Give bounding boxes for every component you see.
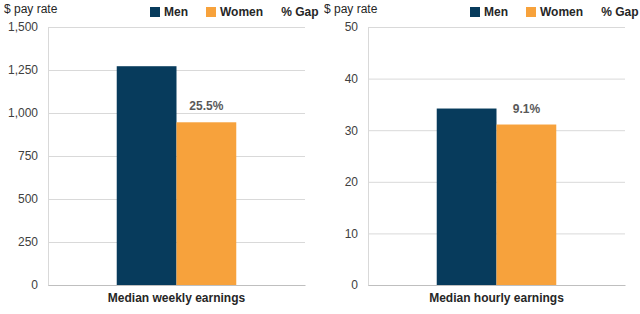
legend-label: Women — [220, 5, 263, 19]
y-axis-line — [368, 28, 369, 286]
x-axis: Median weekly earnings — [49, 285, 306, 305]
y-tick-label: 1,500 — [8, 20, 38, 34]
y-tick-label: 500 — [18, 192, 38, 206]
legend: Men Women % Gap — [150, 5, 318, 19]
y-tick-label: 750 — [18, 149, 38, 163]
y-axis-title: $ pay rate — [4, 2, 58, 16]
bar — [117, 66, 177, 285]
chart-canvas: 02505007501,0001,2501,500Median weekly e… — [0, 0, 640, 314]
gap-label: 25.5% — [189, 99, 223, 113]
x-tick: Median weekly earnings — [108, 285, 246, 305]
y-tick: 1,500 — [8, 20, 305, 34]
y-tick-label: 0 — [351, 278, 358, 292]
legend-swatch — [526, 7, 536, 17]
y-tick-label: 40 — [345, 72, 359, 86]
grid-line — [48, 285, 305, 286]
y-tick-label: 20 — [345, 175, 359, 189]
y-tick-label: 1,000 — [8, 106, 38, 120]
x-axis-line — [369, 285, 626, 286]
legend-swatch — [150, 7, 160, 17]
x-axis: Median hourly earnings — [369, 285, 626, 305]
legend-swatch — [206, 7, 216, 17]
bar — [497, 125, 557, 285]
y-tick-label: 1,250 — [8, 63, 38, 77]
y-tick-label: 30 — [345, 124, 359, 138]
y-tick-label: 10 — [345, 227, 359, 241]
x-axis-line — [49, 285, 306, 286]
legend-label: Men — [484, 5, 508, 19]
y-tick: 40 — [345, 72, 625, 86]
bars — [117, 66, 237, 285]
bar — [177, 122, 237, 285]
bar — [437, 109, 497, 285]
y-axis: 0 10 20 30 40 50 — [345, 20, 625, 292]
legend-label: Men — [164, 5, 188, 19]
y-tick: 50 — [345, 20, 625, 34]
y-tick-label: 0 — [31, 278, 38, 292]
grid-line — [368, 27, 625, 28]
legend-item: % Gap — [601, 5, 638, 19]
y-tick-label: 50 — [345, 20, 359, 34]
legend-label: % Gap — [601, 5, 638, 19]
grid-line — [368, 285, 625, 286]
chart-panel: 0 250 500 750 1,000 1,250 1,500 Median weekly e… — [4, 2, 318, 305]
legend-label: Women — [540, 5, 583, 19]
legend-item: Men — [470, 5, 508, 19]
y-tick-label: 250 — [18, 235, 38, 249]
legend-label: % Gap — [281, 5, 318, 19]
legend: Men Women % Gap — [470, 5, 638, 19]
grid-line — [368, 79, 625, 80]
bars — [437, 109, 557, 285]
x-tick-label: Median hourly earnings — [429, 291, 564, 305]
x-tick-label: Median weekly earnings — [108, 291, 246, 305]
legend-item: Women — [206, 5, 263, 19]
grid-line — [48, 27, 305, 28]
legend-item: Men — [150, 5, 188, 19]
legend-item: Women — [526, 5, 583, 19]
y-axis-title: $ pay rate — [324, 2, 378, 16]
legend-swatch — [470, 7, 480, 17]
y-axis: 0 250 500 750 1,000 1,250 1,500 — [8, 20, 305, 292]
x-tick: Median hourly earnings — [429, 285, 564, 305]
chart-panel: 0 10 20 30 40 50 Median hourly earnings 9.1% $ p… — [324, 2, 638, 305]
legend-item: % Gap — [281, 5, 318, 19]
gap-label: 9.1% — [513, 102, 541, 116]
